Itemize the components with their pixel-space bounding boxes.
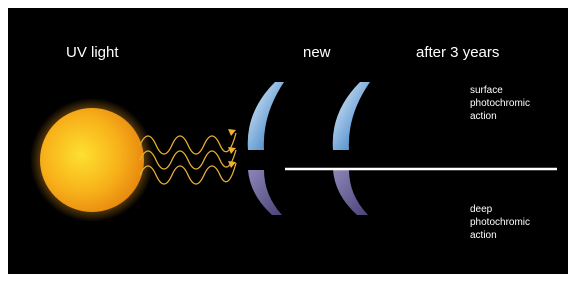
label-after: after 3 years — [416, 44, 499, 61]
label-new: new — [303, 44, 331, 61]
sun — [40, 108, 144, 212]
surface-action-text: photochromic — [470, 98, 530, 109]
deep-action-text: photochromic — [470, 217, 530, 228]
deep-action-text: action — [470, 230, 497, 241]
label-uv-light: UV light — [66, 44, 119, 61]
diagram: UV light new after 3 years surface photoc… — [0, 0, 576, 282]
deep-action-text: deep — [470, 204, 493, 215]
surface-action-text: action — [470, 111, 497, 122]
surface-action-text: surface — [470, 85, 503, 96]
